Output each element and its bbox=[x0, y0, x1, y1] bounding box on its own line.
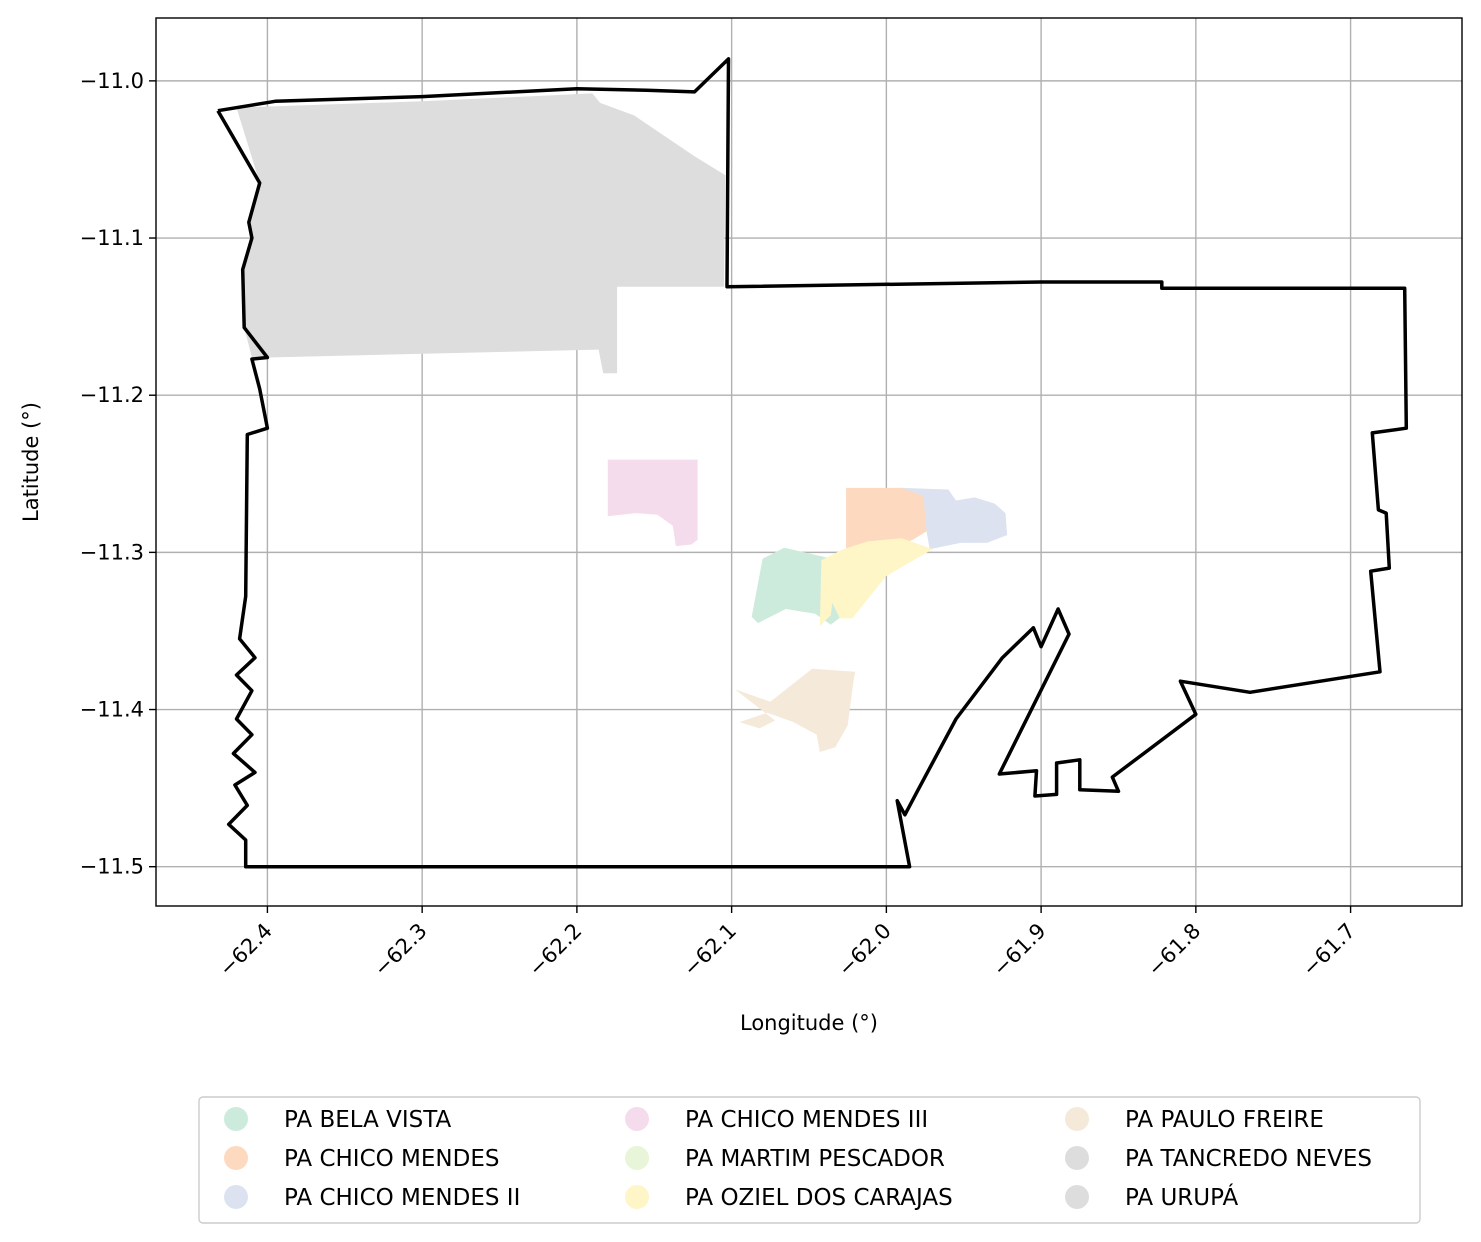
legend-marker bbox=[224, 1146, 248, 1170]
area-pa-paulo-freire bbox=[734, 668, 856, 752]
area-pa-tancredo-neves bbox=[236, 93, 726, 374]
boundary-line bbox=[216, 57, 1409, 869]
legend-item: PA PAULO FREIRE bbox=[1065, 1107, 1324, 1133]
legend-item: PA CHICO MENDES bbox=[224, 1146, 499, 1172]
x-tick-label-3: −62.1 bbox=[679, 919, 741, 981]
legend-label: PA TANCREDO NEVES bbox=[1125, 1146, 1372, 1172]
y-tick-label-1: −11.1 bbox=[80, 226, 144, 250]
legend: PA BELA VISTA PA CHICO MENDES PA CHICO MEN… bbox=[198, 1096, 1421, 1224]
y-tick-label-0: −11.0 bbox=[80, 69, 144, 93]
legend-label: PA URUPÁ bbox=[1125, 1183, 1238, 1211]
x-tick-label-5: −61.9 bbox=[988, 919, 1050, 981]
legend-label: PA MARTIM PESCADOR bbox=[685, 1146, 945, 1172]
area-pa-chico-mendes-iii bbox=[607, 459, 698, 547]
legend-item: PA TANCREDO NEVES bbox=[1065, 1146, 1372, 1172]
area-pa-oziel-dos-carajas bbox=[819, 538, 933, 627]
legend-item: PA CHICO MENDES II bbox=[224, 1185, 520, 1211]
legend-marker bbox=[1065, 1185, 1089, 1209]
legend-marker bbox=[1065, 1107, 1089, 1131]
x-axis-title: Longitude (°) bbox=[740, 1011, 878, 1035]
legend-marker bbox=[224, 1185, 248, 1209]
area-pa-chico-mendes-ii bbox=[901, 487, 1008, 550]
plot-frame bbox=[155, 17, 1463, 907]
y-tick-label-4: −11.4 bbox=[80, 698, 144, 722]
municipality-boundary bbox=[216, 57, 1409, 869]
legend-marker bbox=[625, 1185, 649, 1209]
legend-item: PA BELA VISTA bbox=[224, 1107, 452, 1133]
legend-item: PA URUPÁ bbox=[1065, 1183, 1238, 1211]
legend-label: PA CHICO MENDES bbox=[284, 1146, 499, 1172]
legend-marker bbox=[625, 1107, 649, 1131]
x-axis-ticks: −62.4 −62.3 −62.2 −62.1 −62.0 −61.9 −61.8 −61.7 bbox=[214, 906, 1360, 981]
y-tick-label-2: −11.2 bbox=[80, 383, 144, 407]
y-axis-ticks: −11.0 −11.1 −11.2 −11.3 −11.4 −11.5 bbox=[80, 69, 156, 879]
legend-label: PA PAULO FREIRE bbox=[1125, 1107, 1324, 1133]
y-axis-title: Latitude (°) bbox=[19, 402, 43, 522]
legend-label: PA CHICO MENDES II bbox=[284, 1185, 520, 1211]
x-tick-label-2: −62.2 bbox=[524, 919, 586, 981]
x-tick-label-7: −61.7 bbox=[1298, 919, 1360, 981]
legend-item: PA CHICO MENDES III bbox=[625, 1107, 928, 1133]
x-tick-label-1: −62.3 bbox=[369, 919, 431, 981]
legend-label: PA OZIEL DOS CARAJAS bbox=[685, 1185, 953, 1211]
y-tick-label-5: −11.5 bbox=[80, 855, 144, 879]
legend-label: PA BELA VISTA bbox=[284, 1107, 452, 1133]
settlement-areas bbox=[236, 93, 1008, 752]
legend-marker bbox=[224, 1107, 248, 1131]
x-tick-label-4: −62.0 bbox=[833, 919, 895, 981]
legend-marker bbox=[625, 1146, 649, 1170]
legend-box bbox=[198, 1096, 1421, 1224]
legend-item: PA MARTIM PESCADOR bbox=[625, 1146, 945, 1172]
legend-marker bbox=[1065, 1146, 1089, 1170]
legend-label: PA CHICO MENDES III bbox=[685, 1107, 928, 1133]
legend-item: PA OZIEL DOS CARAJAS bbox=[625, 1185, 953, 1211]
x-tick-label-0: −62.4 bbox=[214, 919, 276, 981]
x-tick-label-6: −61.8 bbox=[1143, 919, 1205, 981]
y-tick-label-3: −11.3 bbox=[80, 540, 144, 564]
